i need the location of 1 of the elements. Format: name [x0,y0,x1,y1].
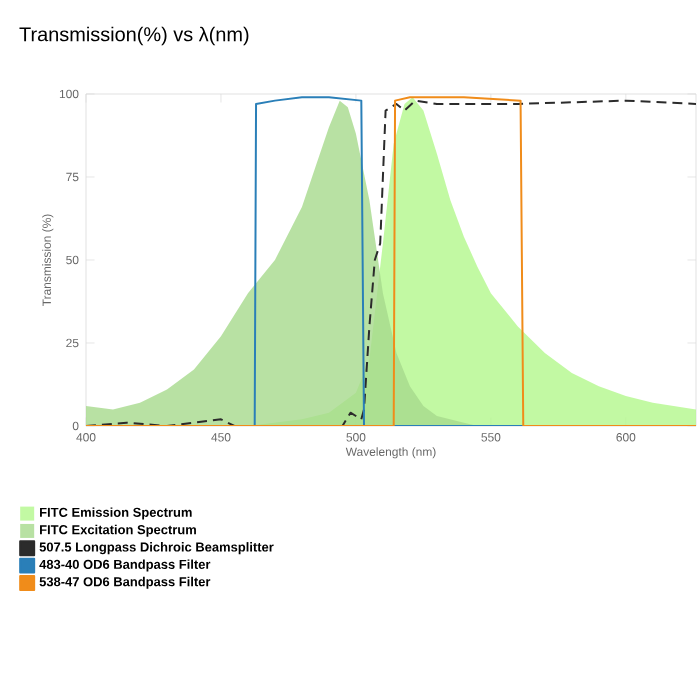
chart-title: Transmission(%) vs λ(nm) [19,26,249,46]
